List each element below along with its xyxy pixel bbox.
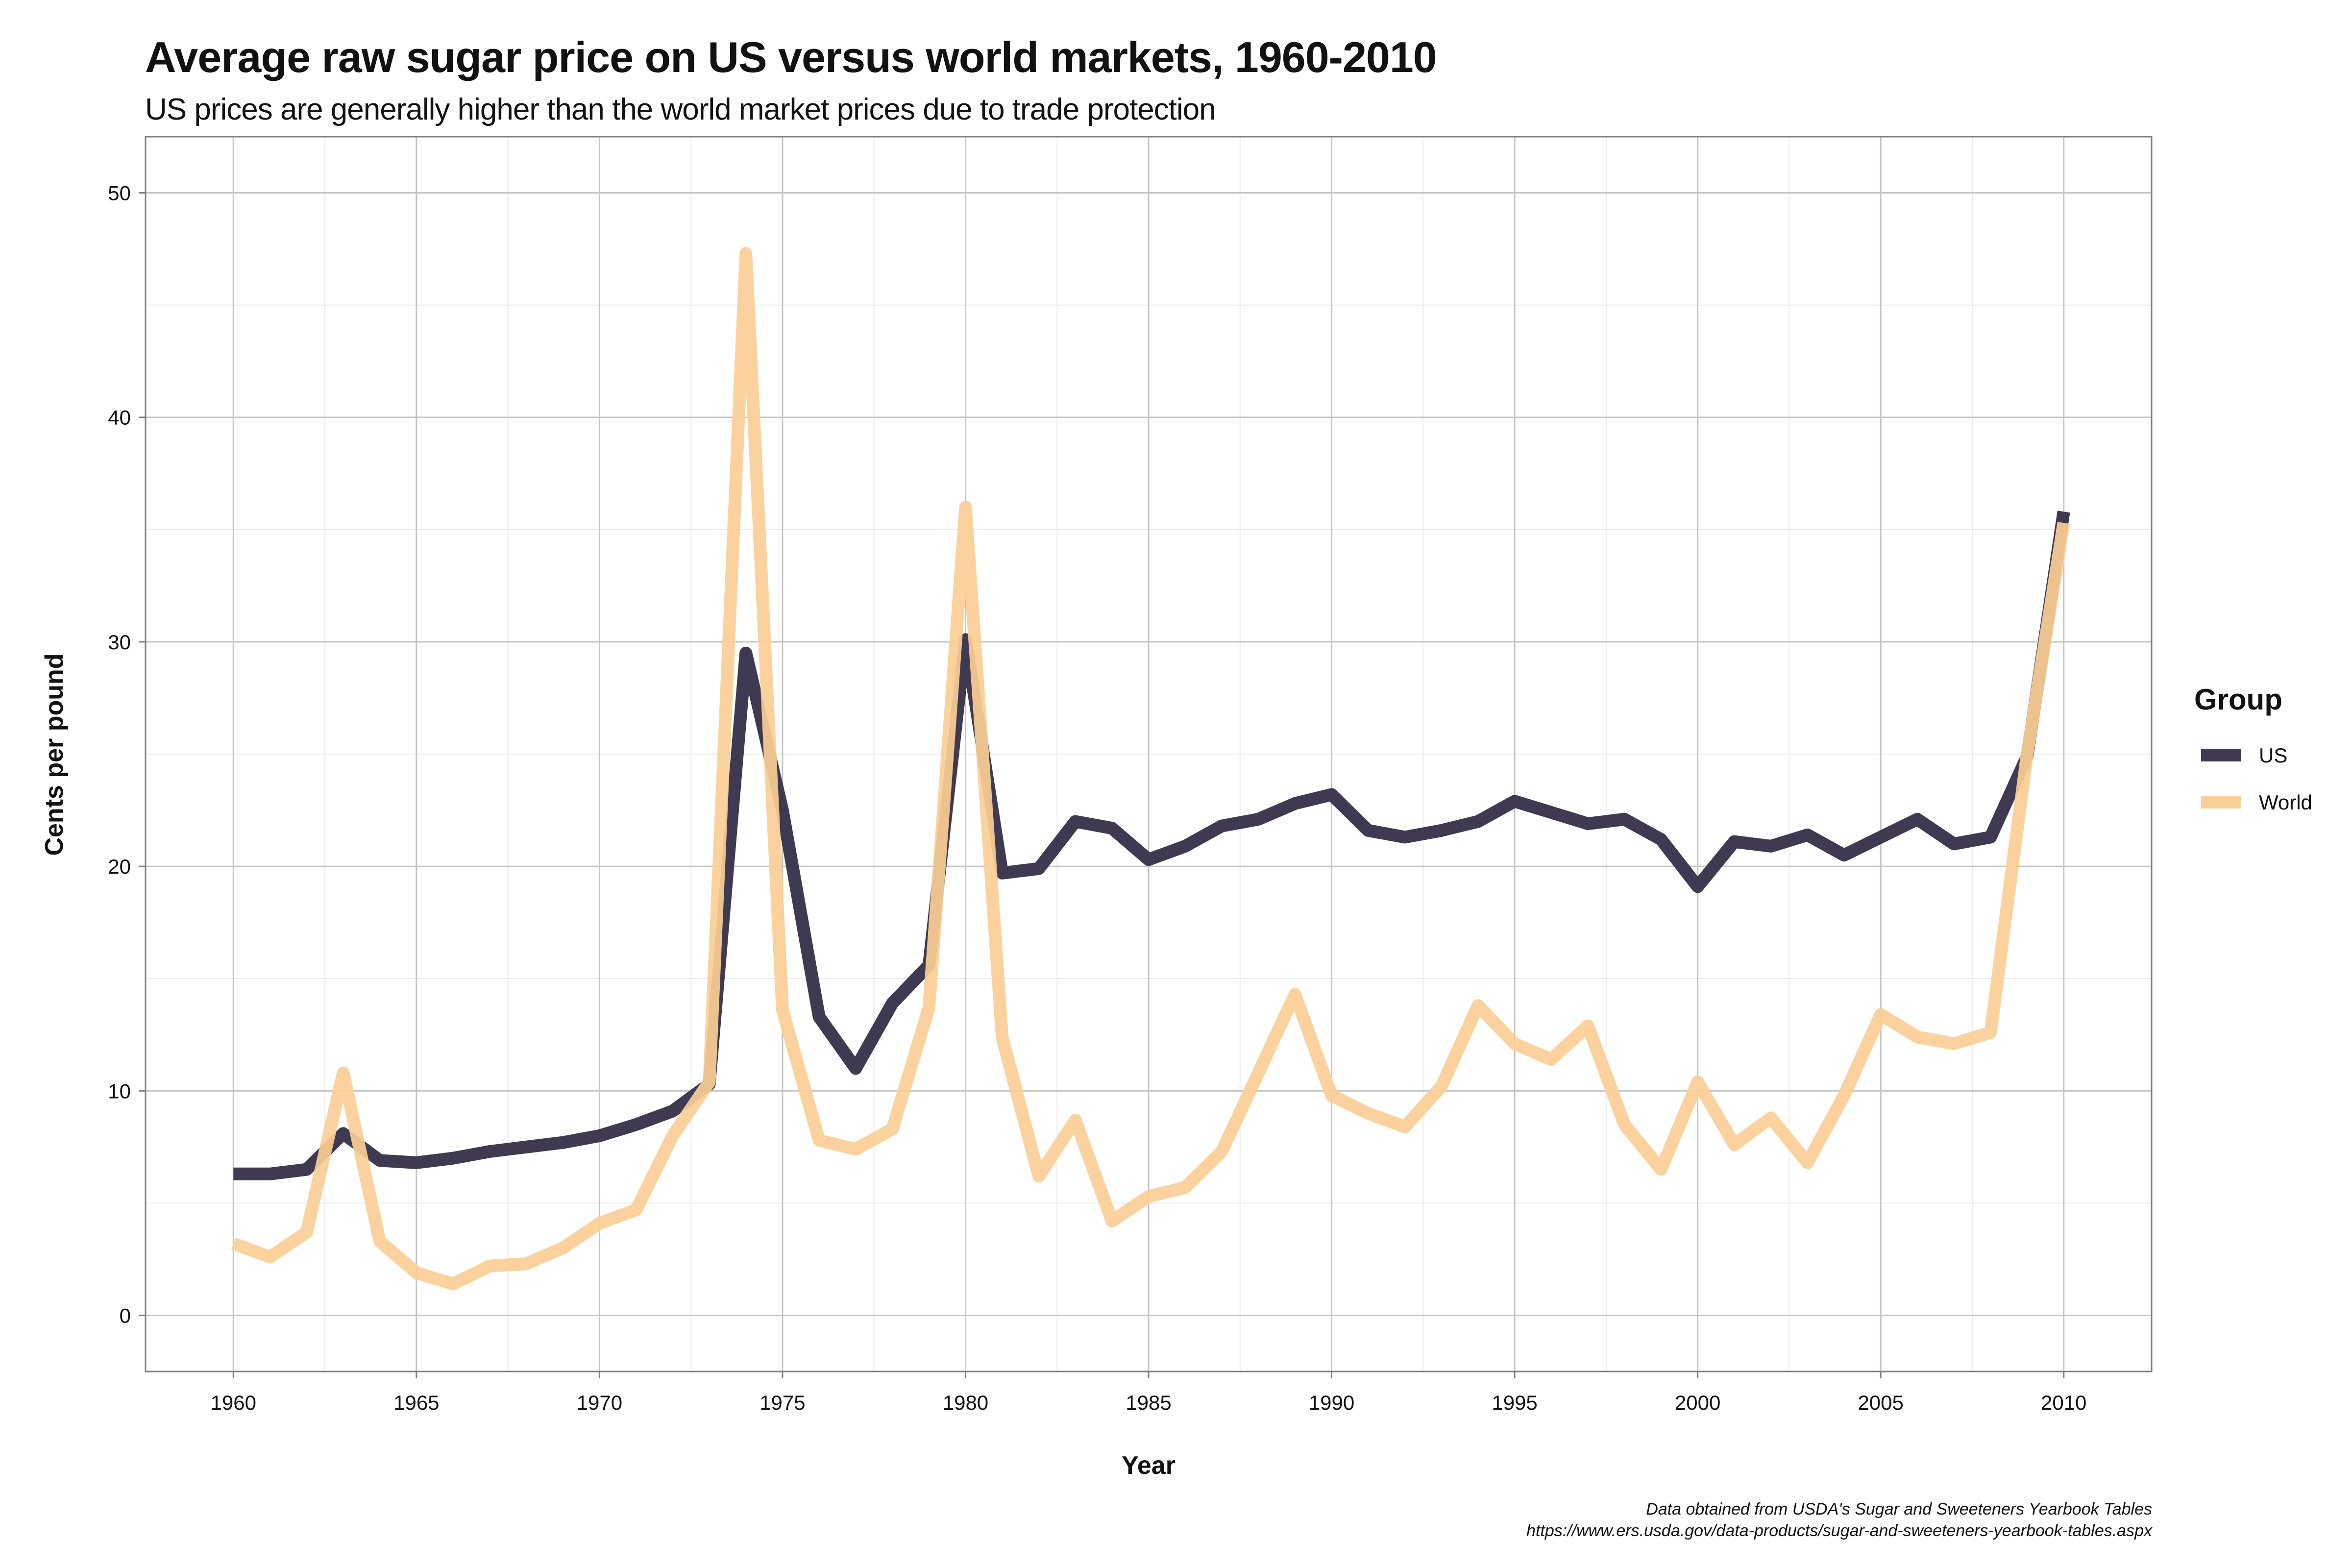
- y-tick-label: 30: [108, 631, 131, 654]
- legend-title: Group: [2194, 683, 2282, 716]
- x-tick-label: 1965: [393, 1391, 439, 1414]
- x-axis-title: Year: [1122, 1451, 1176, 1480]
- x-tick-label: 2000: [1675, 1391, 1720, 1414]
- x-tick-label: 1995: [1492, 1391, 1537, 1414]
- x-tick-label: 2010: [2041, 1391, 2086, 1414]
- x-axis-ticks: 1960 1965 1970 1975 1980 1985 1990 1995 2000 2005…: [211, 1372, 2086, 1414]
- x-tick-label: 1960: [211, 1391, 256, 1414]
- data-source-caption: Data obtained from USDA's Sugar and Swee…: [1526, 1498, 2152, 1542]
- legend-label-us: US: [2259, 744, 2287, 767]
- caption-url: https://www.ers.usda.gov/data-products/s…: [1526, 1521, 2152, 1540]
- x-tick-label: 1975: [760, 1391, 805, 1414]
- chart-subtitle: US prices are generally higher than the …: [145, 93, 1216, 126]
- y-axis-ticks: 0 10 20 30 40 50: [108, 182, 146, 1327]
- x-tick-label: 2005: [1858, 1391, 1903, 1414]
- series-line-us: [233, 511, 2070, 1180]
- series-lines: [231, 247, 2070, 1291]
- legend-label-world: World: [2259, 791, 2312, 814]
- chart-title: Average raw sugar price on US versus wor…: [145, 33, 1437, 81]
- y-tick-label: 50: [108, 182, 131, 205]
- legend: Group US World: [2194, 683, 2312, 814]
- caption-source: Data obtained from USDA's Sugar and Swee…: [1646, 1500, 2152, 1519]
- series-line-world: [231, 247, 2070, 1291]
- y-tick-label: 40: [108, 406, 131, 429]
- grid-lines: [146, 137, 2152, 1372]
- x-tick-label: 1985: [1126, 1391, 1171, 1414]
- y-tick-label: 20: [108, 855, 131, 878]
- y-tick-label: 0: [120, 1304, 131, 1327]
- x-tick-label: 1980: [943, 1391, 988, 1414]
- x-tick-label: 1970: [577, 1391, 622, 1414]
- y-axis-title: Cents per pound: [40, 653, 69, 856]
- x-tick-label: 1990: [1309, 1391, 1354, 1414]
- y-tick-label: 10: [108, 1079, 131, 1102]
